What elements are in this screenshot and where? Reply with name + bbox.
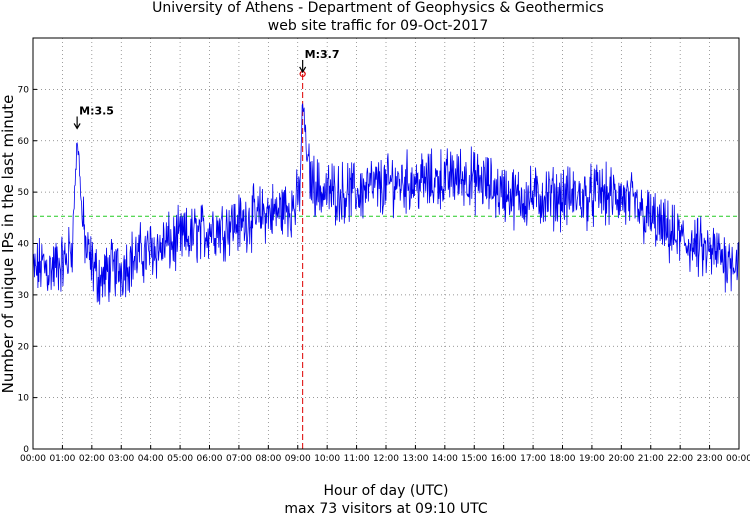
y-tick-label: 10 — [18, 394, 30, 404]
x-tick-label: 08:00 — [255, 454, 281, 464]
x-tick-label: 09:00 — [285, 454, 311, 464]
x-tick-label: 22:00 — [667, 454, 693, 464]
x-tick-label: 13:00 — [402, 454, 428, 464]
chart-title-line1: University of Athens - Department of Geo… — [152, 0, 604, 16]
x-tick-label: 10:00 — [314, 454, 340, 464]
x-tick-label: 14:00 — [432, 454, 458, 464]
x-tick-label: 21:00 — [638, 454, 664, 464]
x-tick-label: 00:00 — [726, 454, 750, 464]
annotation-label: M:3.5 — [79, 104, 114, 117]
annotations: M:3.5 M:3.7 — [73, 48, 340, 130]
x-tick-label: 19:00 — [579, 454, 605, 464]
x-tick-label: 20:00 — [608, 454, 634, 464]
y-axis-label: Number of unique IPs in the last minute — [0, 95, 17, 394]
x-tick-label: 18:00 — [550, 454, 576, 464]
y-tick-label: 30 — [18, 291, 30, 301]
x-tick-label: 05:00 — [167, 454, 193, 464]
annotation-label: M:3.7 — [305, 48, 340, 61]
x-tick-label: 15:00 — [461, 454, 487, 464]
y-tick-label: 0 — [23, 445, 29, 455]
series-group — [32, 103, 740, 305]
y-tick-label: 20 — [18, 342, 30, 352]
x-tick-label: 01:00 — [49, 454, 75, 464]
max-footer: max 73 visitors at 09:10 UTC — [284, 501, 487, 515]
x-tick-label: 03:00 — [108, 454, 134, 464]
x-tick-label: 00:00 — [20, 454, 46, 464]
y-tick-labels: 0 10 20 30 40 50 60 70 — [18, 85, 37, 455]
x-tick-label: 06:00 — [197, 454, 223, 464]
annotation: M:3.7 — [299, 48, 340, 74]
y-tick-label: 70 — [18, 85, 30, 95]
x-tick-label: 07:00 — [226, 454, 252, 464]
chart-title-line2: web site traffic for 09-Oct-2017 — [268, 18, 489, 34]
x-tick-label: 17:00 — [520, 454, 546, 464]
x-tick-label: 16:00 — [491, 454, 517, 464]
x-tick-labels: 00:00 01:00 02:00 03:00 04:00 05:00 06:00 07:00… — [20, 445, 750, 464]
annotation: M:3.5 — [73, 104, 114, 130]
series-line — [32, 103, 740, 305]
x-tick-label: 11:00 — [344, 454, 370, 464]
y-tick-label: 50 — [18, 188, 30, 198]
x-axis-label: Hour of day (UTC) — [324, 483, 449, 499]
x-tick-label: 04:00 — [138, 454, 164, 464]
x-tick-label: 02:00 — [79, 454, 105, 464]
annotation-arrow-head — [73, 123, 81, 130]
x-tick-label: 23:00 — [697, 454, 723, 464]
y-tick-label: 40 — [18, 240, 30, 250]
x-tick-label: 12:00 — [373, 454, 399, 464]
y-tick-label: 60 — [18, 137, 30, 147]
grid — [33, 38, 739, 449]
annotation-arrow-head — [299, 66, 307, 74]
